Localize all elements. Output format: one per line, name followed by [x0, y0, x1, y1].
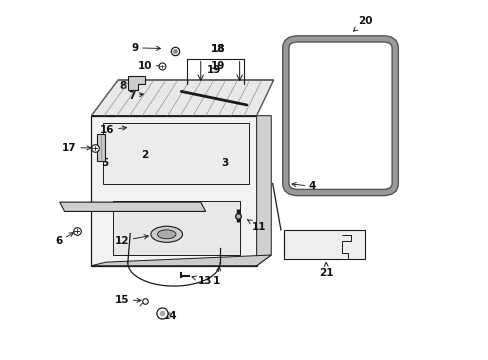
Polygon shape: [91, 80, 273, 116]
Text: 21: 21: [318, 262, 333, 278]
Polygon shape: [91, 116, 256, 266]
Polygon shape: [341, 235, 351, 258]
Ellipse shape: [157, 230, 176, 239]
Text: 12: 12: [115, 235, 148, 246]
Text: 10: 10: [137, 61, 165, 71]
Text: 7: 7: [128, 91, 143, 101]
Polygon shape: [284, 230, 365, 258]
Text: 13: 13: [192, 276, 211, 286]
Text: 5: 5: [101, 158, 108, 168]
Polygon shape: [60, 202, 205, 211]
Text: 15: 15: [115, 296, 141, 305]
FancyBboxPatch shape: [285, 39, 394, 193]
Polygon shape: [256, 116, 271, 266]
Text: 17: 17: [62, 143, 91, 153]
Text: 18: 18: [210, 44, 224, 54]
Text: 16: 16: [100, 125, 126, 135]
Polygon shape: [113, 202, 239, 255]
Ellipse shape: [151, 226, 182, 242]
Text: 4: 4: [291, 181, 316, 192]
Text: 2: 2: [141, 150, 148, 160]
Text: 14: 14: [163, 311, 178, 321]
Text: 19: 19: [206, 65, 221, 75]
Text: 18: 18: [210, 44, 224, 54]
Text: 1: 1: [213, 267, 220, 286]
Text: 3: 3: [221, 158, 228, 168]
Polygon shape: [91, 255, 271, 266]
Text: 11: 11: [247, 220, 266, 232]
Text: 20: 20: [353, 17, 371, 31]
Polygon shape: [127, 76, 144, 90]
Polygon shape: [103, 123, 249, 184]
Text: 6: 6: [55, 233, 73, 247]
Text: 19: 19: [210, 61, 224, 71]
Polygon shape: [97, 134, 105, 161]
Text: 9: 9: [131, 43, 160, 53]
Text: 8: 8: [119, 81, 139, 91]
